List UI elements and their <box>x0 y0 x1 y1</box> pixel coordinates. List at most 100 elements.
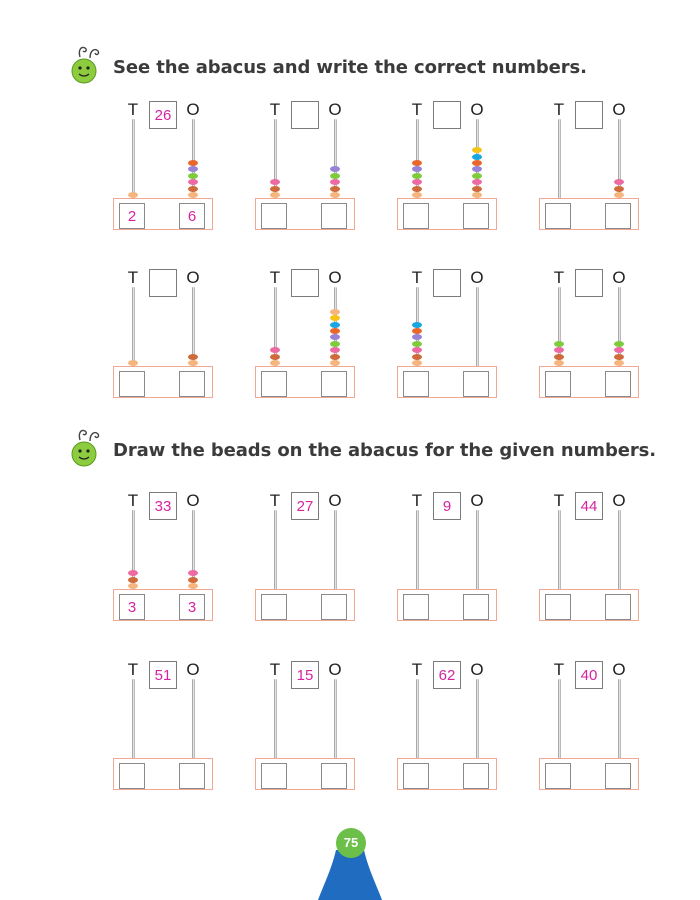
tens-rod <box>416 119 419 199</box>
ones-answer-box[interactable] <box>321 203 347 229</box>
bead <box>554 340 564 347</box>
page-number-mountain-icon <box>318 850 382 900</box>
ones-answer-box[interactable] <box>605 203 631 229</box>
tens-answer-box[interactable] <box>261 763 287 789</box>
tens-answer-box[interactable] <box>119 371 145 397</box>
bead <box>614 185 624 192</box>
number-box[interactable] <box>575 101 603 129</box>
tens-rod <box>132 119 135 199</box>
ones-answer-box[interactable] <box>321 371 347 397</box>
abacus: T O 26 2 6 <box>113 100 223 240</box>
bead <box>330 347 340 354</box>
tens-answer-box[interactable] <box>403 594 429 620</box>
abacus-base <box>397 758 497 790</box>
number-box[interactable]: 9 <box>433 492 461 520</box>
tens-rod <box>132 510 135 590</box>
number-box[interactable] <box>149 269 177 297</box>
tens-answer-box[interactable]: 3 <box>119 594 145 620</box>
bead <box>412 347 422 354</box>
bead <box>554 353 564 360</box>
number-box[interactable]: 26 <box>149 101 177 129</box>
ones-answer-box[interactable] <box>321 763 347 789</box>
ones-answer-box[interactable]: 6 <box>179 203 205 229</box>
number-box[interactable] <box>575 269 603 297</box>
bead <box>270 185 280 192</box>
bead <box>412 192 422 198</box>
number-box[interactable]: 27 <box>291 492 319 520</box>
tens-answer-box[interactable]: 2 <box>119 203 145 229</box>
ones-answer-box[interactable] <box>463 594 489 620</box>
number-box[interactable]: 51 <box>149 661 177 689</box>
abacus: T O 15 <box>255 660 365 800</box>
abacus-base <box>397 366 497 398</box>
ones-answer-box[interactable] <box>463 203 489 229</box>
ones-answer-box[interactable] <box>605 594 631 620</box>
bead <box>614 192 624 198</box>
bead <box>128 360 138 366</box>
ones-answer-box[interactable] <box>463 763 489 789</box>
number-box[interactable] <box>433 101 461 129</box>
tens-answer-box[interactable] <box>261 371 287 397</box>
bead <box>614 347 624 354</box>
ones-rod <box>618 679 621 759</box>
tens-label: T <box>411 268 423 287</box>
number-box[interactable]: 33 <box>149 492 177 520</box>
tens-answer-box[interactable] <box>403 371 429 397</box>
tens-answer-box[interactable] <box>119 763 145 789</box>
bead <box>188 583 198 589</box>
ones-rod <box>476 287 479 367</box>
bead <box>412 166 422 173</box>
bead <box>614 353 624 360</box>
ones-label: O <box>612 491 626 510</box>
ones-answer-box[interactable] <box>605 371 631 397</box>
tens-answer-box[interactable] <box>545 763 571 789</box>
tens-label: T <box>553 100 565 119</box>
tens-answer-box[interactable] <box>261 594 287 620</box>
tens-label: T <box>269 100 281 119</box>
abacus: T O 62 <box>397 660 507 800</box>
bead <box>472 192 482 198</box>
tens-answer-box[interactable] <box>545 203 571 229</box>
tens-rod <box>274 679 277 759</box>
number-box[interactable]: 40 <box>575 661 603 689</box>
bead <box>472 166 482 173</box>
number-box[interactable] <box>433 269 461 297</box>
ones-answer-box[interactable] <box>179 371 205 397</box>
ones-label: O <box>328 100 342 119</box>
ones-answer-box[interactable] <box>179 763 205 789</box>
abacus-base <box>539 589 639 621</box>
tens-rod <box>558 510 561 590</box>
number-box[interactable] <box>291 269 319 297</box>
bead <box>128 192 138 198</box>
ones-label: O <box>612 268 626 287</box>
tens-answer-box[interactable] <box>545 594 571 620</box>
number-box[interactable]: 15 <box>291 661 319 689</box>
tens-label: T <box>411 491 423 510</box>
bead <box>472 172 482 179</box>
ones-label: O <box>470 660 484 679</box>
tens-answer-box[interactable] <box>403 203 429 229</box>
tens-answer-box[interactable] <box>403 763 429 789</box>
bead <box>188 192 198 198</box>
tens-answer-box[interactable] <box>261 203 287 229</box>
ones-answer-box[interactable]: 3 <box>179 594 205 620</box>
bead <box>412 340 422 347</box>
number-box[interactable] <box>291 101 319 129</box>
ones-answer-box[interactable] <box>321 594 347 620</box>
tens-rod <box>558 287 561 367</box>
number-box[interactable]: 44 <box>575 492 603 520</box>
tens-rod <box>132 287 135 367</box>
ones-label: O <box>470 268 484 287</box>
tens-label: T <box>127 268 139 287</box>
bead <box>614 360 624 366</box>
abacus-base <box>539 366 639 398</box>
ones-answer-box[interactable] <box>605 763 631 789</box>
page-number: 75 <box>336 828 366 858</box>
tens-rod <box>416 510 419 590</box>
bead <box>188 160 198 166</box>
ones-answer-box[interactable] <box>463 371 489 397</box>
tens-label: T <box>127 100 139 119</box>
bead <box>330 340 340 347</box>
number-box[interactable]: 62 <box>433 661 461 689</box>
tens-answer-box[interactable] <box>545 371 571 397</box>
